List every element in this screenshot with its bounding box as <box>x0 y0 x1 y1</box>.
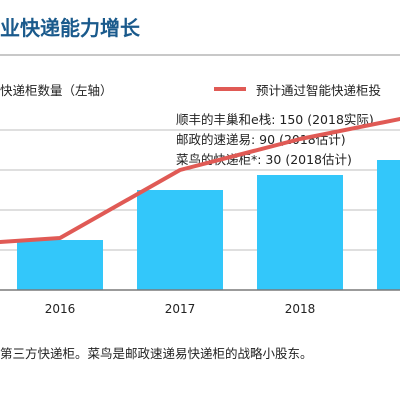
title-divider <box>0 54 400 56</box>
bar-2016 <box>17 240 103 290</box>
x-tick-2017: 2017 <box>165 302 196 316</box>
bar-2018 <box>257 175 343 290</box>
annotation-fengchao: 顺丰的丰巢和e栈: 150 (2018实际) <box>176 112 374 127</box>
x-tick-2018: 2018 <box>285 302 316 316</box>
x-tick-labels: 2016 2017 2018 <box>45 302 316 316</box>
annotation-youzheng: 邮政的速递易: 90 (2018估计) <box>176 132 346 147</box>
bar-2019 <box>377 160 400 290</box>
legend-bar-label: 快递柜数量（左轴） <box>0 83 113 98</box>
legend-line-label: 预计通过智能快递柜投 <box>256 83 382 98</box>
bar-2017 <box>137 190 223 290</box>
line-path <box>0 116 400 245</box>
legend-line-swatch <box>214 87 246 91</box>
x-tick-2016: 2016 <box>45 302 76 316</box>
bar-series <box>17 160 400 290</box>
chart-title: 业快递能力增长 <box>0 16 140 40</box>
line-series <box>0 116 400 245</box>
annotation-cainiao: 菜鸟的快递柜*: 30 (2018估计) <box>176 152 352 167</box>
footnote: 第三方快递柜。菜鸟是邮政速递易快递柜的战略小股东。 <box>0 346 313 361</box>
